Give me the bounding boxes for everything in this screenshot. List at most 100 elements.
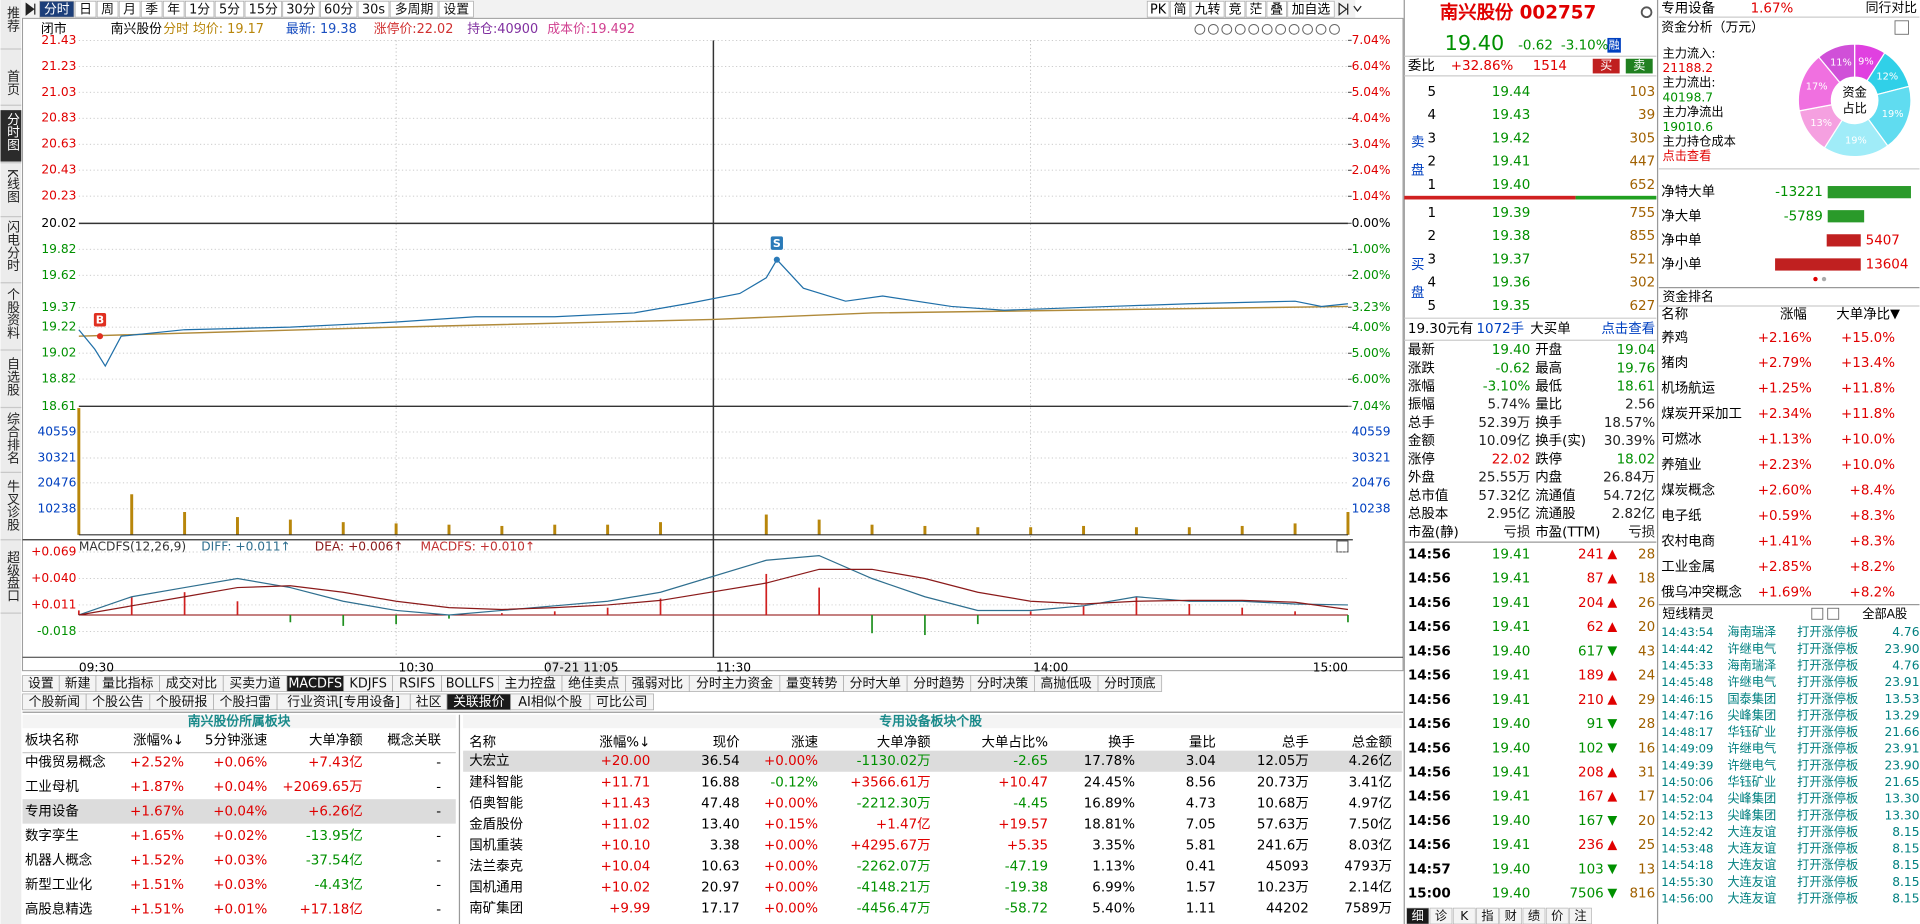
chart-tool-icon[interactable] (1221, 23, 1233, 35)
period-tab-label[interactable]: 1分 (189, 2, 210, 17)
stat-value: 52.39万 (1478, 416, 1530, 431)
quote-tab-label[interactable]: 指 (1481, 908, 1493, 923)
tab-label[interactable]: MACDFS (288, 677, 342, 692)
tool-label[interactable]: 竞 (1229, 1, 1242, 17)
tab-label[interactable]: 分时主力资金 (696, 676, 773, 692)
chart-tool-icon[interactable] (1329, 23, 1340, 35)
alert-price: 23.90 (1885, 642, 1920, 656)
nav-item[interactable]: 推荐 (4, 6, 19, 32)
tab-label[interactable]: 高抛低吸 (1041, 676, 1093, 692)
period-tab (389, 0, 439, 18)
chart-tool-icon[interactable] (1315, 23, 1327, 35)
chart-tool-icon[interactable] (1207, 23, 1219, 35)
tab-label[interactable]: BOLLFS (446, 677, 494, 692)
quote-tab-label[interactable]: K (1460, 909, 1469, 923)
nav-item[interactable]: 分时图 (4, 113, 19, 152)
chart-tool-icon[interactable] (1248, 23, 1260, 35)
tab-label[interactable]: 社区 (416, 694, 442, 710)
tab-label[interactable]: 分时顶底 (1104, 676, 1156, 692)
tab-label[interactable]: KDJFS (349, 677, 386, 692)
nav-item[interactable]: 牛叉诊股 (4, 480, 19, 532)
chart-tool-icon[interactable] (1261, 23, 1273, 35)
tab-label[interactable]: 分时决策 (977, 676, 1029, 692)
tab-label[interactable]: 量变转势 (786, 676, 838, 692)
chart-tool-icon[interactable] (1234, 23, 1246, 35)
period-tab-label[interactable]: 30s (362, 2, 385, 17)
tab-label[interactable]: 个股公告 (92, 695, 144, 710)
period-tab-label[interactable]: 分时 (44, 2, 70, 17)
tab-label[interactable]: 个股研报 (156, 695, 208, 710)
period-tab-label[interactable]: 15分 (249, 2, 278, 17)
fund-line[interactable]: 点击查看 (1662, 149, 1711, 163)
price-line (78, 258, 1349, 368)
tab-label[interactable]: 成交对比 (166, 676, 218, 692)
big-order-info[interactable]: 点击查看 (1601, 321, 1655, 337)
nav-item[interactable]: 闪电分时 (4, 220, 19, 272)
tool-label[interactable]: 九转 (1195, 2, 1221, 17)
y-tick-label: 20.23 (41, 189, 76, 203)
tab-label[interactable]: 绝佳卖点 (568, 676, 620, 692)
tool-label[interactable]: 叠 (1270, 2, 1283, 17)
tab-label[interactable]: 个股扫雷 (220, 695, 271, 710)
tab-label[interactable]: AI相似个股 (518, 695, 582, 710)
nav-item[interactable]: 首页 (4, 70, 19, 96)
tab-label[interactable]: 设置 (28, 677, 54, 692)
quote-tab-label[interactable]: 细 (1412, 909, 1424, 923)
alerts-scope[interactable]: 全部A股 (1862, 606, 1907, 621)
tab-label[interactable]: 关联报价 (453, 695, 505, 710)
chart-tool-icon[interactable] (1302, 23, 1313, 35)
compare-link[interactable]: 同行对比 (1866, 1, 1918, 16)
sell-button-label[interactable]: 卖 (1633, 59, 1645, 73)
period-tab-label[interactable]: 季 (145, 2, 158, 17)
chart-tool-icon[interactable] (1275, 23, 1287, 35)
nav-item[interactable]: K线图 (4, 169, 19, 204)
nav-item[interactable]: 个股资料 (4, 288, 19, 340)
tab-label[interactable]: 强弱对比 (632, 677, 684, 692)
quote-tab-label[interactable]: 诊 (1435, 909, 1447, 923)
tab-label[interactable]: 量比指标 (102, 677, 154, 692)
tool-label[interactable]: 茫 (1249, 2, 1262, 17)
period-tab-label[interactable]: 日 (79, 2, 92, 17)
nav-item[interactable]: 综合排名 (4, 412, 19, 464)
ask-bid-bar-green (1575, 195, 1657, 200)
tab-label[interactable]: 新建 (65, 676, 91, 692)
tool-label[interactable]: 加自选 (1292, 2, 1331, 17)
tab-label[interactable]: 分时趋势 (913, 676, 965, 692)
chart-tool-icon[interactable] (1288, 23, 1300, 35)
nav-item[interactable]: 超级盘口 (4, 551, 19, 603)
period-tab-label[interactable]: 月 (123, 2, 136, 17)
tab-label[interactable]: 个股新闻 (29, 694, 80, 710)
tab-label[interactable]: 分时大单 (850, 677, 902, 692)
buy-button-label[interactable]: 买 (1600, 59, 1612, 73)
stat-label: 内盘 (1535, 469, 1562, 486)
fund-line: 19010.6 (1662, 120, 1713, 134)
tool-label[interactable]: 简 (1174, 2, 1187, 17)
period-tab-label[interactable]: 设置 (443, 2, 469, 17)
period-tab-label[interactable]: 周 (101, 2, 114, 17)
settings-icon[interactable] (1640, 6, 1653, 19)
tab-label[interactable]: 主力控盘 (504, 676, 556, 692)
tab-label[interactable]: 行业资讯[专用设备] (287, 695, 400, 710)
period-tab-label[interactable]: 5分 (219, 2, 240, 17)
tab-label[interactable]: 可比公司 (596, 695, 647, 710)
nav-item[interactable]: 自选股 (4, 357, 19, 396)
table-cell: +11.02 (601, 817, 651, 832)
period-tab-label[interactable]: 60分 (324, 2, 353, 17)
tool-label[interactable]: PK (1150, 2, 1167, 17)
level-price: 19.42 (1492, 131, 1531, 146)
y2-tick-label: 5.00% (1352, 346, 1391, 360)
level-volume: 855 (1629, 229, 1655, 244)
period-tab-label[interactable]: 30分 (286, 2, 315, 17)
quote-tab-label[interactable]: 注 (1574, 908, 1586, 923)
quote-tab-label[interactable]: 财 (1505, 909, 1517, 923)
tab-label[interactable]: RSIFS (399, 677, 435, 692)
chart-tool-icon[interactable] (1194, 23, 1206, 35)
tab-label[interactable]: 买卖力道 (229, 677, 281, 692)
fund-line: 主力持仓成本 (1662, 133, 1735, 148)
period-tab-label[interactable]: 年 (167, 2, 180, 17)
quote-tab-label[interactable]: 价 (1551, 909, 1563, 923)
quote-tab-label[interactable]: 绩 (1528, 909, 1540, 923)
tick-direction (1607, 743, 1618, 754)
quote-tab (1545, 907, 1569, 924)
period-tab-label[interactable]: 多周期 (395, 2, 434, 17)
